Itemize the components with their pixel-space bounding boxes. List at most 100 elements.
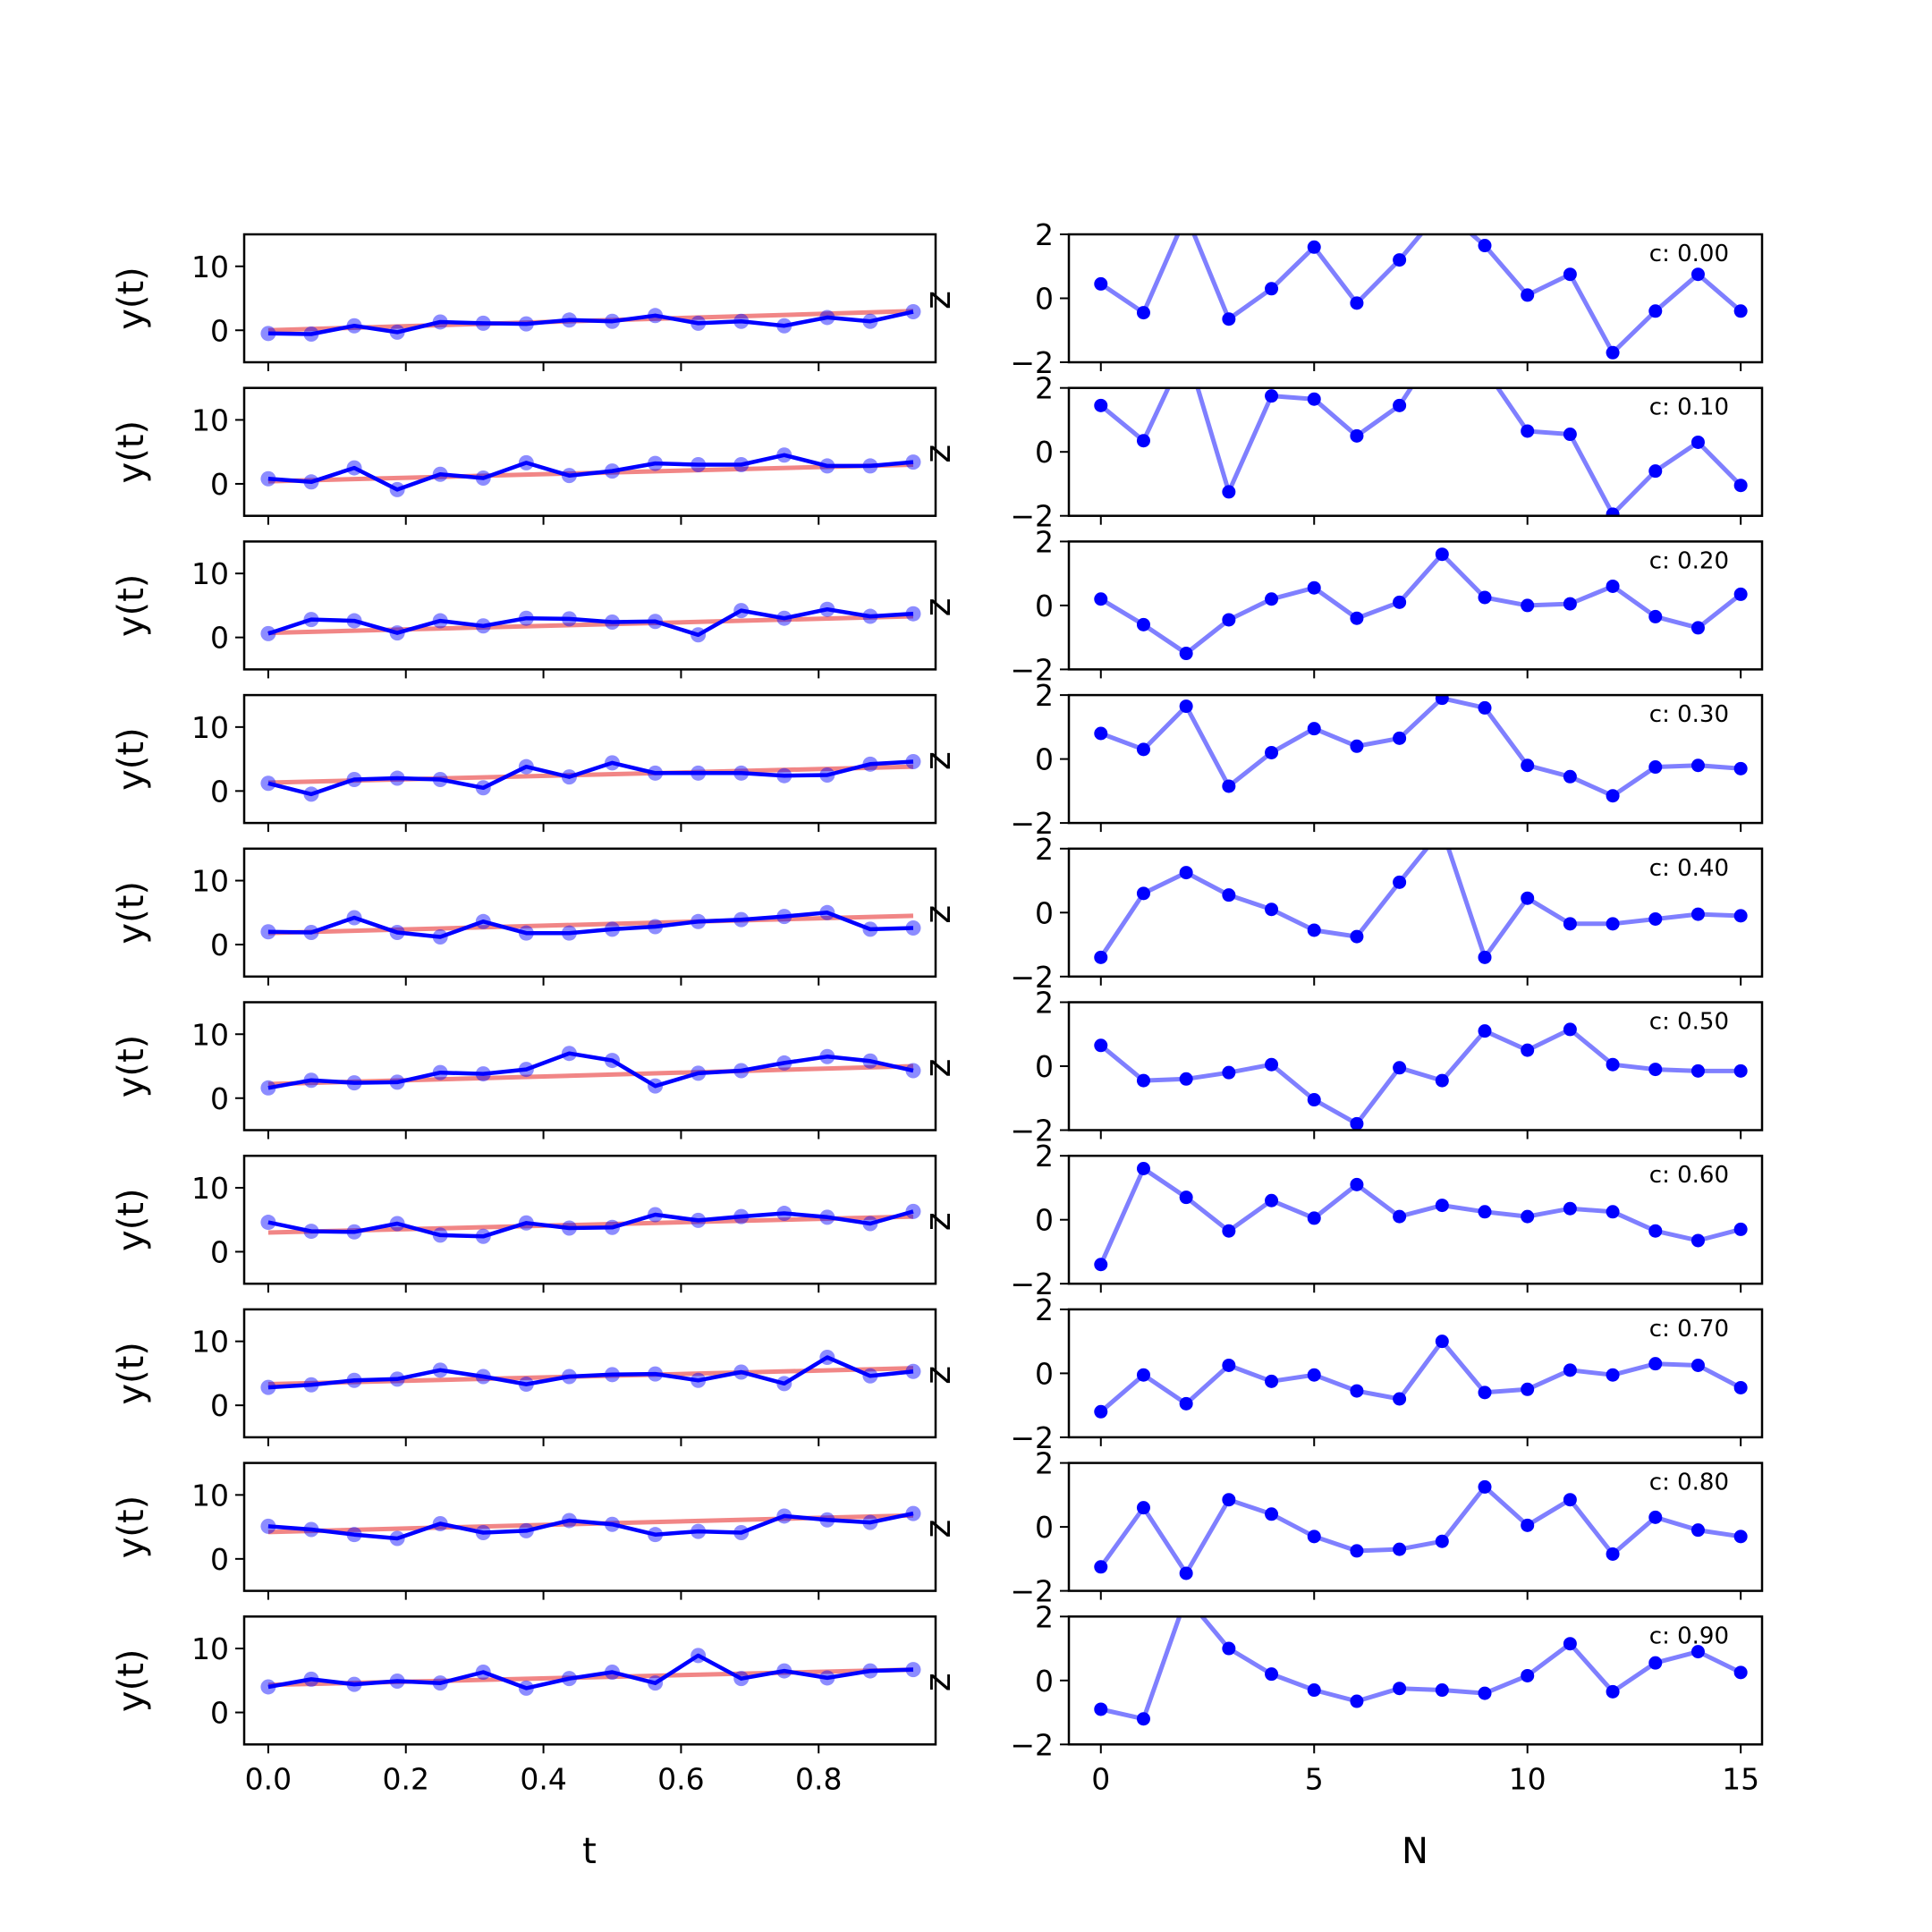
plot-area: [260, 1046, 921, 1096]
data-point-halo: [905, 1662, 921, 1678]
x-tick-label: 0.2: [383, 1761, 429, 1796]
data-point: [1690, 435, 1705, 449]
data-point: [1563, 769, 1577, 784]
plot-area: [260, 904, 921, 945]
right-panel-c-0.20: c: 0.20 −2 0 2 z: [918, 524, 1764, 687]
data-point: [1478, 590, 1492, 605]
data-point: [1478, 239, 1492, 253]
left-panel-c-0.60: 0 10 y(t): [111, 1154, 937, 1293]
data-point-halo: [905, 753, 921, 769]
plot-area: [1094, 387, 1748, 516]
data-line: [267, 1355, 914, 1390]
data-point: [1179, 699, 1193, 714]
data-point: [1690, 758, 1705, 773]
data-point: [1435, 695, 1449, 706]
data-point: [1563, 428, 1577, 442]
y-axis-label: z: [918, 1059, 959, 1078]
data-point-halo: [905, 606, 921, 622]
data-point: [1094, 398, 1108, 412]
y-tick-label: 10: [191, 1017, 229, 1052]
c-annotation: c: 0.70: [1649, 1316, 1729, 1343]
data-point: [1648, 1656, 1663, 1670]
data-line: [1099, 696, 1741, 799]
data-line: [1099, 234, 1742, 355]
y-tick-label: 0: [210, 313, 229, 348]
left-panel-c-0.20: 0 10 y(t): [111, 540, 937, 679]
data-point: [1307, 1211, 1321, 1225]
data-point: [1690, 621, 1705, 635]
y-axis-label: y(t): [111, 1035, 152, 1098]
data-line: [1098, 1484, 1741, 1576]
plot-area: [260, 304, 921, 343]
data-point: [1733, 1380, 1748, 1394]
y-tick-label: 0: [210, 1542, 229, 1577]
left-column: 0 10 y(t) 0 10 y(t) 0 10 y(t) 0 10 y(t) 0 10 y(t) 0 10 y(…: [111, 233, 937, 1796]
data-point: [1136, 1073, 1150, 1088]
data-point: [1265, 1507, 1279, 1521]
plot-area: [1094, 1162, 1748, 1272]
data-point: [1179, 1566, 1193, 1580]
data-point: [1350, 1694, 1364, 1708]
y-tick-label: 2: [1035, 217, 1054, 252]
y-tick-label: 2: [1035, 524, 1054, 559]
data-point: [1222, 1358, 1236, 1372]
data-point: [1733, 304, 1748, 318]
y-tick-label: 0: [1035, 589, 1054, 623]
y-axis-label: y(t): [111, 420, 152, 484]
trend-line: [267, 614, 914, 636]
data-point: [1733, 1665, 1748, 1680]
data-point: [1393, 1209, 1407, 1224]
left-panel-c-0.00: 0 10 y(t): [111, 233, 937, 371]
y-tick-label: 2: [1035, 1292, 1054, 1327]
data-point: [1265, 1057, 1279, 1072]
data-point: [1690, 1233, 1705, 1248]
data-point: [1350, 611, 1364, 625]
data-line: [1098, 1166, 1741, 1266]
data-point: [1521, 758, 1535, 773]
right-panel-c-0.60: c: 0.60 −2 0 2 z: [918, 1139, 1764, 1301]
data-point: [1690, 1063, 1705, 1078]
left-panel-c-0.70: 0 10 y(t): [111, 1308, 937, 1446]
y-tick-label: 2: [1035, 986, 1054, 1021]
y-tick-label: −2: [1010, 1574, 1054, 1609]
data-point: [1648, 1224, 1663, 1238]
data-point: [1222, 485, 1236, 499]
data-line: [1099, 552, 1742, 656]
x-tick-label: 15: [1722, 1761, 1759, 1796]
data-point: [1393, 1682, 1407, 1696]
y-tick-label: 0: [210, 467, 229, 502]
plot-area: [260, 1505, 921, 1546]
c-annotation: c: 0.30: [1649, 701, 1729, 728]
x-tick-label: 5: [1305, 1761, 1324, 1796]
axes-frame: [242, 540, 937, 671]
data-point: [1393, 731, 1407, 745]
data-point: [1521, 1382, 1535, 1396]
x-tick-label: 0: [1091, 1761, 1110, 1796]
data-point: [1350, 1116, 1364, 1131]
plot-area: [1094, 1479, 1748, 1580]
left-x-axis-label: t: [582, 1831, 597, 1872]
data-point: [1478, 1205, 1492, 1219]
data-point: [1478, 1385, 1492, 1400]
data-point: [1606, 917, 1620, 931]
data-point: [1435, 1335, 1449, 1349]
right-panel-c-0.10: c: 0.10 −2 0 2 z: [918, 371, 1764, 534]
data-point: [1350, 739, 1364, 753]
data-point: [1521, 1668, 1535, 1682]
data-line: [267, 1209, 914, 1239]
data-point: [1350, 1544, 1364, 1558]
y-tick-label: 0: [210, 1696, 229, 1731]
data-line: [1098, 848, 1741, 960]
data-point: [1563, 1493, 1577, 1507]
y-axis-label: z: [918, 1366, 959, 1385]
data-point: [1307, 1683, 1321, 1698]
data-point: [1222, 1065, 1236, 1080]
y-tick-label: 0: [1035, 1356, 1054, 1391]
left-panel-c-0.80: 0 10 y(t): [111, 1462, 937, 1600]
data-point: [1179, 1191, 1193, 1205]
c-annotation: c: 0.60: [1649, 1162, 1729, 1189]
y-axis-label: y(t): [111, 881, 152, 945]
data-point: [1265, 745, 1279, 759]
